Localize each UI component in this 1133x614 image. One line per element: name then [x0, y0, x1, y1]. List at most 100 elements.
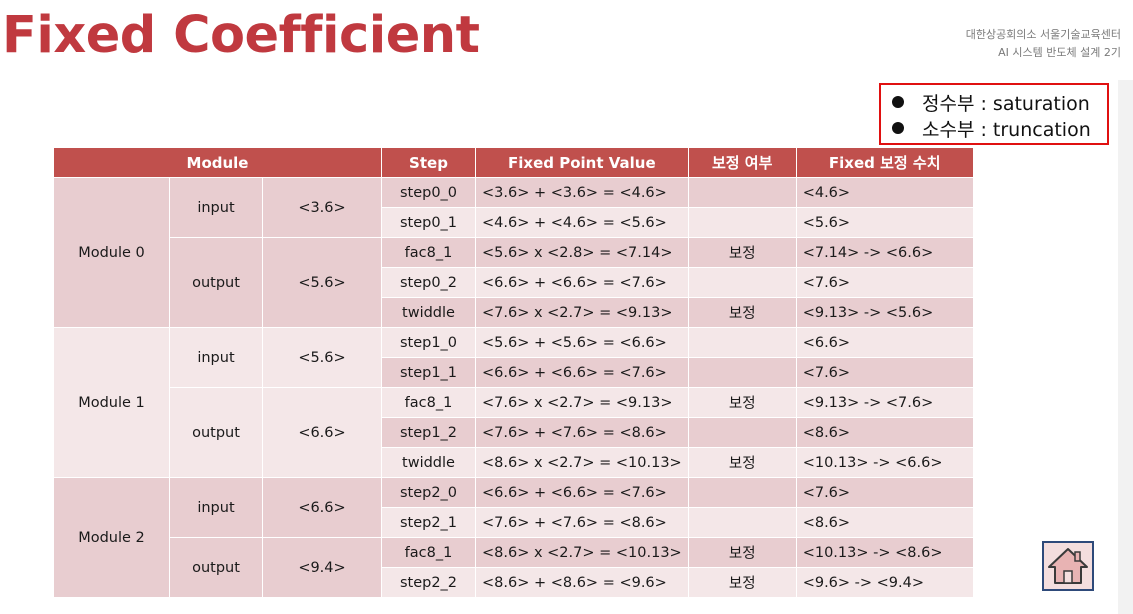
fixed-point-value-cell: <6.6> + <6.6> = <7.6> [475, 477, 689, 508]
course-name: AI 시스템 반도체 설계 2기 [998, 46, 1121, 59]
step-cell: twiddle [381, 297, 476, 328]
io-cell: input [169, 177, 263, 238]
module-name-cell: Module 1 [53, 327, 170, 478]
home-icon [1048, 548, 1088, 584]
io-cell: output [169, 387, 263, 478]
step-cell: fac8_1 [381, 237, 476, 268]
format-cell: <5.6> [262, 327, 382, 388]
fixed-correction-cell: <6.6> [795, 327, 974, 358]
table-row: step1_2 <7.6> + <7.6> = <8.6> <8.6> [54, 417, 974, 448]
note-text: 정수부 : saturation [922, 92, 1090, 115]
table-row: output <6.6> fac8_1 <7.6> x <2.7> = <9.13> 보… [54, 387, 974, 478]
fixed-point-value-cell: <3.6> + <3.6> = <4.6> [475, 177, 689, 208]
table-row: Module 0 input <3.6> step0_0 <3.6> + <3.6> =… [53, 177, 974, 328]
table-row: twiddle <8.6> x <2.7> = <10.13> 보정 <10.13> … [54, 447, 974, 478]
fixed-correction-cell: <4.6> [795, 177, 974, 208]
header-fixed-correction: Fixed 보정 수치 [795, 147, 974, 178]
io-cell: output [169, 237, 263, 328]
correction-cell [687, 417, 797, 448]
format-cell: <9.4> [262, 537, 382, 598]
notes-box: 정수부 : saturation 소수부 : truncation [879, 83, 1109, 145]
correction-cell: 보정 [687, 297, 797, 328]
fixed-correction-cell: <8.6> [795, 507, 974, 538]
fixed-point-value-cell: <7.6> + <7.6> = <8.6> [475, 507, 689, 538]
io-cell: input [169, 327, 263, 388]
fixed-correction-cell: <8.6> [795, 417, 974, 448]
correction-cell: 보정 [687, 537, 797, 568]
fixed-point-value-cell: <8.6> x <2.7> = <10.13> [475, 447, 689, 478]
correction-cell [687, 177, 797, 208]
correction-cell: 보정 [687, 387, 797, 418]
table-row: step0_2 <6.6> + <6.6> = <7.6> <7.6> [54, 267, 974, 298]
fixed-correction-cell: <7.6> [795, 267, 974, 298]
fixed-correction-cell: <10.13> -> <8.6> [795, 537, 974, 568]
correction-cell [687, 507, 797, 538]
fixed-point-value-cell: <6.6> + <6.6> = <7.6> [475, 267, 689, 298]
fixed-correction-cell: <9.13> -> <7.6> [795, 387, 974, 418]
table-row: Module 1 input <5.6> step1_0 <5.6> + <5.6> =… [53, 327, 974, 478]
table-row: step2_2 <8.6> + <8.6> = <9.6> 보정 <9.6> -> <… [54, 567, 974, 598]
home-button[interactable] [1042, 541, 1094, 591]
fixed-correction-cell: <7.6> [795, 477, 974, 508]
fixed-correction-cell: <7.14> -> <6.6> [795, 237, 974, 268]
fixed-point-value-cell: <6.6> + <6.6> = <7.6> [475, 357, 689, 388]
table-row: Module 2 input <6.6> step2_0 <6.6> + <6.6> =… [53, 477, 974, 598]
io-cell: input [169, 477, 263, 538]
step-cell: fac8_1 [381, 387, 476, 418]
format-cell: <6.6> [262, 477, 382, 538]
header-module: Module [53, 147, 382, 178]
note-item: 소수부 : truncation [889, 115, 1107, 141]
fixed-point-value-cell: <8.6> + <8.6> = <9.6> [475, 567, 689, 598]
fixed-correction-cell: <10.13> -> <6.6> [795, 447, 974, 478]
correction-cell [687, 267, 797, 298]
fixed-point-value-cell: <5.6> x <2.8> = <7.14> [475, 237, 689, 268]
bullet-icon [892, 96, 904, 108]
table-header-row: Module Step Fixed Point Value 보정 여부 Fixe… [53, 147, 974, 178]
step-cell: step0_2 [381, 267, 476, 298]
fixed-point-value-cell: <7.6> x <2.7> = <9.13> [475, 297, 689, 328]
bullet-icon [892, 122, 904, 134]
fixed-point-value-cell: <7.6> + <7.6> = <8.6> [475, 417, 689, 448]
step-cell: twiddle [381, 447, 476, 478]
fixed-correction-cell: <9.13> -> <5.6> [795, 297, 974, 328]
correction-cell: 보정 [687, 567, 797, 598]
header-fixed-point-value: Fixed Point Value [475, 147, 689, 178]
correction-cell: 보정 [687, 237, 797, 268]
note-item: 정수부 : saturation [889, 89, 1107, 115]
table-row: twiddle <7.6> x <2.7> = <9.13> 보정 <9.13> ->… [54, 297, 974, 328]
step-cell: step0_1 [381, 207, 476, 238]
step-cell: step1_1 [381, 357, 476, 388]
fixed-point-value-cell: <8.6> x <2.7> = <10.13> [475, 537, 689, 568]
note-text: 소수부 : truncation [922, 118, 1091, 141]
correction-cell [687, 477, 797, 508]
correction-cell [687, 207, 797, 238]
correction-cell [687, 357, 797, 388]
correction-cell [687, 327, 797, 358]
correction-cell: 보정 [687, 447, 797, 478]
fixed-point-value-cell: <5.6> + <5.6> = <6.6> [475, 327, 689, 358]
step-cell: fac8_1 [381, 537, 476, 568]
table-body: Module 0 input <3.6> step0_0 <3.6> + <3.6> =… [53, 177, 974, 598]
step-cell: step2_2 [381, 567, 476, 598]
header-correction: 보정 여부 [687, 147, 797, 178]
table-row: output <9.4> fac8_1 <8.6> x <2.7> = <10.13>… [54, 537, 974, 598]
table-row: output <5.6> fac8_1 <5.6> x <2.8> = <7.14> 보… [54, 237, 974, 328]
fixed-point-value-cell: <7.6> x <2.7> = <9.13> [475, 387, 689, 418]
fixed-point-value-cell: <4.6> + <4.6> = <5.6> [475, 207, 689, 238]
step-cell: step0_0 [381, 177, 476, 208]
module-name-cell: Module 0 [53, 177, 170, 328]
step-cell: step2_1 [381, 507, 476, 538]
table-row: step2_1 <7.6> + <7.6> = <8.6> <8.6> [54, 507, 974, 538]
io-cell: output [169, 537, 263, 598]
step-cell: step1_2 [381, 417, 476, 448]
format-cell: <5.6> [262, 237, 382, 328]
module-name-cell: Module 2 [53, 477, 170, 598]
fixed-correction-cell: <7.6> [795, 357, 974, 388]
table-row: step1_1 <6.6> + <6.6> = <7.6> <7.6> [54, 357, 974, 388]
header-step: Step [381, 147, 476, 178]
header: Fixed Coefficient 대한상공회의소 서울기술교육센터 AI 시스… [0, 0, 1133, 80]
format-cell: <6.6> [262, 387, 382, 478]
org-name: 대한상공회의소 서울기술교육센터 [965, 28, 1121, 41]
fixed-correction-cell: <5.6> [795, 207, 974, 238]
page-title: Fixed Coefficient [2, 6, 480, 65]
